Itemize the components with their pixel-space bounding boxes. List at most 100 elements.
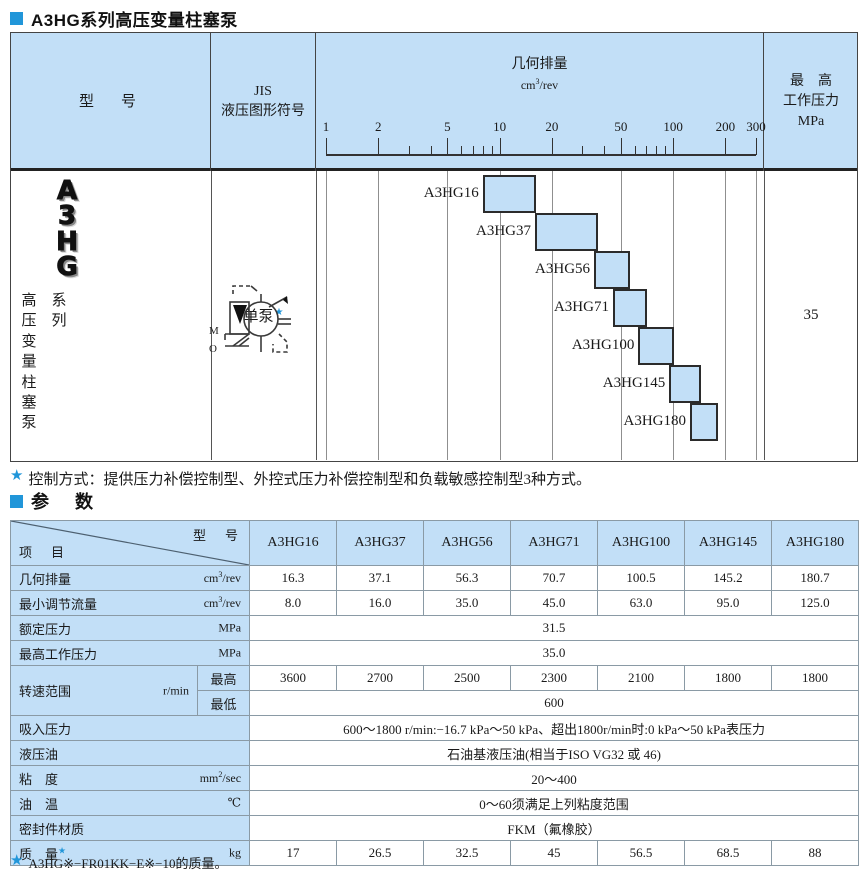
row-label-text: 质 量: [19, 846, 59, 862]
axis-tick-200: [725, 138, 727, 155]
specifications-table: 型 号 项 目 A3HG16 A3HG37 A3HG56 A3HG71 A3HG100 A…: [9, 520, 860, 866]
unit-exponent: 3: [535, 77, 540, 87]
gridline-200: [725, 171, 727, 460]
model-header-A3HG71: A3HG71: [510, 520, 599, 566]
row-label: 油 温 ℃: [9, 790, 251, 816]
row-label-text: 粘 度: [19, 771, 59, 787]
table-row-mass: 质 量★ kg 17 26.5 32.5 45 56.5 68.5 88: [9, 840, 860, 866]
jis-hydraulic-symbol-icon: M O: [209, 285, 291, 355]
axis-minor-tick-3: [408, 146, 410, 155]
row-unit: ℃: [227, 795, 242, 810]
axis-tick-label-10: 10: [493, 119, 507, 134]
speed-high-label: 最高: [196, 665, 251, 691]
max-pressure-value: 35: [803, 307, 819, 323]
axis-tick-label-2: 2: [375, 119, 382, 134]
displacement-bar-A3HG16: [482, 175, 537, 213]
header-displacement-title: 几何排量: [511, 57, 568, 72]
displacement-bar-A3HG56: [594, 251, 630, 289]
tail-merged-4: FKM（氟橡胶）: [249, 815, 860, 841]
vertical-char-2: 变: [21, 333, 37, 350]
row-label-mass: 质 量★ kg: [9, 840, 251, 866]
row-label: 吸入压力: [9, 715, 251, 741]
logo-char-0: A: [56, 176, 78, 206]
mass-4: 56.5: [597, 840, 686, 866]
control-method-note: ★ 控制方式：提供压力补偿控制型、外控式压力补偿控制型和负载敏感控制型3种方式。: [10, 468, 591, 489]
row-label-text: 最小调节流量: [19, 596, 98, 612]
header-displacement: 几何排量 cm3/rev: [316, 33, 764, 171]
displacement-bar-A3HG37: [535, 213, 599, 251]
table-header-row: 型 号 项 目 A3HG16 A3HG37 A3HG56 A3HG71 A3HG100 A…: [9, 520, 860, 566]
row-unit: kg: [229, 845, 242, 860]
bar-label-A3HG100: A3HG100: [571, 337, 635, 353]
model-header-A3HG145: A3HG145: [684, 520, 773, 566]
page-title: A3HG系列高压变量柱塞泵: [10, 6, 238, 31]
logo-char-1: 3: [57, 201, 77, 232]
row-unit-exponent: 3: [218, 595, 223, 604]
speed-low-merged: 600: [249, 690, 860, 716]
pump-type-label: 单泵: [243, 309, 274, 325]
table-row: 几何排量 cm3/rev 16.3 37.1 56.3 70.7 100.5 145.2 180…: [9, 565, 860, 591]
gridline-100: [673, 171, 675, 460]
vertical-char-3: 量: [21, 354, 37, 371]
mass-note: ★ A3HG※−FR01KK−E※−10的质量。: [10, 853, 228, 872]
axis-tick-label-20: 20: [545, 119, 559, 134]
header-pressure-line2: 工作压力: [783, 93, 839, 109]
vertical-char-6: 泵: [21, 415, 37, 432]
params-title-marker-icon: [10, 494, 23, 508]
vertical-char-0: 高: [21, 293, 37, 309]
axis-tick-label-300: 300: [746, 119, 766, 134]
table-row: 密封件材质 FKM（氟橡胶）: [9, 815, 860, 841]
header-jis-symbol: JIS 液压图形符号: [211, 33, 316, 171]
cell-0-3: 70.7: [510, 565, 599, 591]
page-title-text: A3HG系列高压变量柱塞泵: [31, 11, 238, 30]
log-scale-axis: 1 2 5 10 20 50 100 200 300: [316, 119, 766, 171]
gridline-1: [326, 171, 327, 460]
header-max-pressure: 最 高 工作压力 MPa: [764, 33, 858, 171]
cell-1-6: 125.0: [771, 590, 860, 616]
logo-char-3: G: [56, 252, 78, 283]
speed-low-label: 最低: [196, 690, 251, 716]
speed-high-3: 2300: [510, 665, 599, 691]
model-header-A3HG180: A3HG180: [771, 520, 860, 566]
model-header-A3HG56: A3HG56: [423, 520, 512, 566]
star-ref-icon: ★: [274, 307, 284, 318]
axis-minor-tick-7: [472, 146, 474, 155]
displacement-bar-A3HG145: [669, 365, 702, 403]
cell-0-0: 16.3: [249, 565, 338, 591]
star-ref-icon-mass: ★: [58, 845, 67, 856]
row-unit-exponent: 3: [218, 570, 223, 579]
cell-1-3: 45.0: [510, 590, 599, 616]
axis-tick-2: [378, 138, 380, 155]
bar-label-A3HG145: A3HG145: [602, 375, 666, 391]
speed-high-2: 2500: [423, 665, 512, 691]
row-label-text: 吸入压力: [19, 721, 72, 737]
column-divider-3: [764, 171, 765, 460]
model-header-A3HG100: A3HG100: [597, 520, 686, 566]
displacement-bar-A3HG71: [612, 289, 648, 327]
table-row: 粘 度 mm2/sec 20～400: [9, 765, 860, 791]
svg-text:M: M: [209, 325, 219, 337]
vertical-char-4: 柱: [21, 374, 37, 391]
header-pressure-line3: MPa: [797, 114, 825, 130]
table-row: 液压油 石油基液压油(相当于ISO VG32 或 46): [9, 740, 860, 766]
axis-minor-tick-80: [656, 146, 658, 155]
row-label-text: 几何排量: [19, 571, 72, 587]
axis-tick-5: [447, 138, 449, 155]
axis-tick-100: [673, 138, 675, 155]
corner-model-label: 型 号: [193, 528, 242, 543]
mass-0: 17: [249, 840, 338, 866]
mass-1: 26.5: [336, 840, 425, 866]
displacement-bar-A3HG180: [689, 403, 718, 441]
row-unit: mm2/sec: [199, 770, 242, 785]
bar-label-A3HG71: A3HG71: [553, 299, 609, 315]
axis-minor-tick-8: [482, 146, 484, 155]
cell-1-1: 16.0: [336, 590, 425, 616]
diagonal-divider-icon: [11, 521, 250, 565]
vertical-char2-1: 列: [51, 313, 67, 330]
control-method-note-text: 控制方式：提供压力补偿控制型、外控式压力补偿控制型和负载敏感控制型3种方式。: [28, 472, 591, 488]
row-label-speed: 转速范围 r/min: [10, 665, 198, 716]
cell-0-6: 180.7: [771, 565, 860, 591]
